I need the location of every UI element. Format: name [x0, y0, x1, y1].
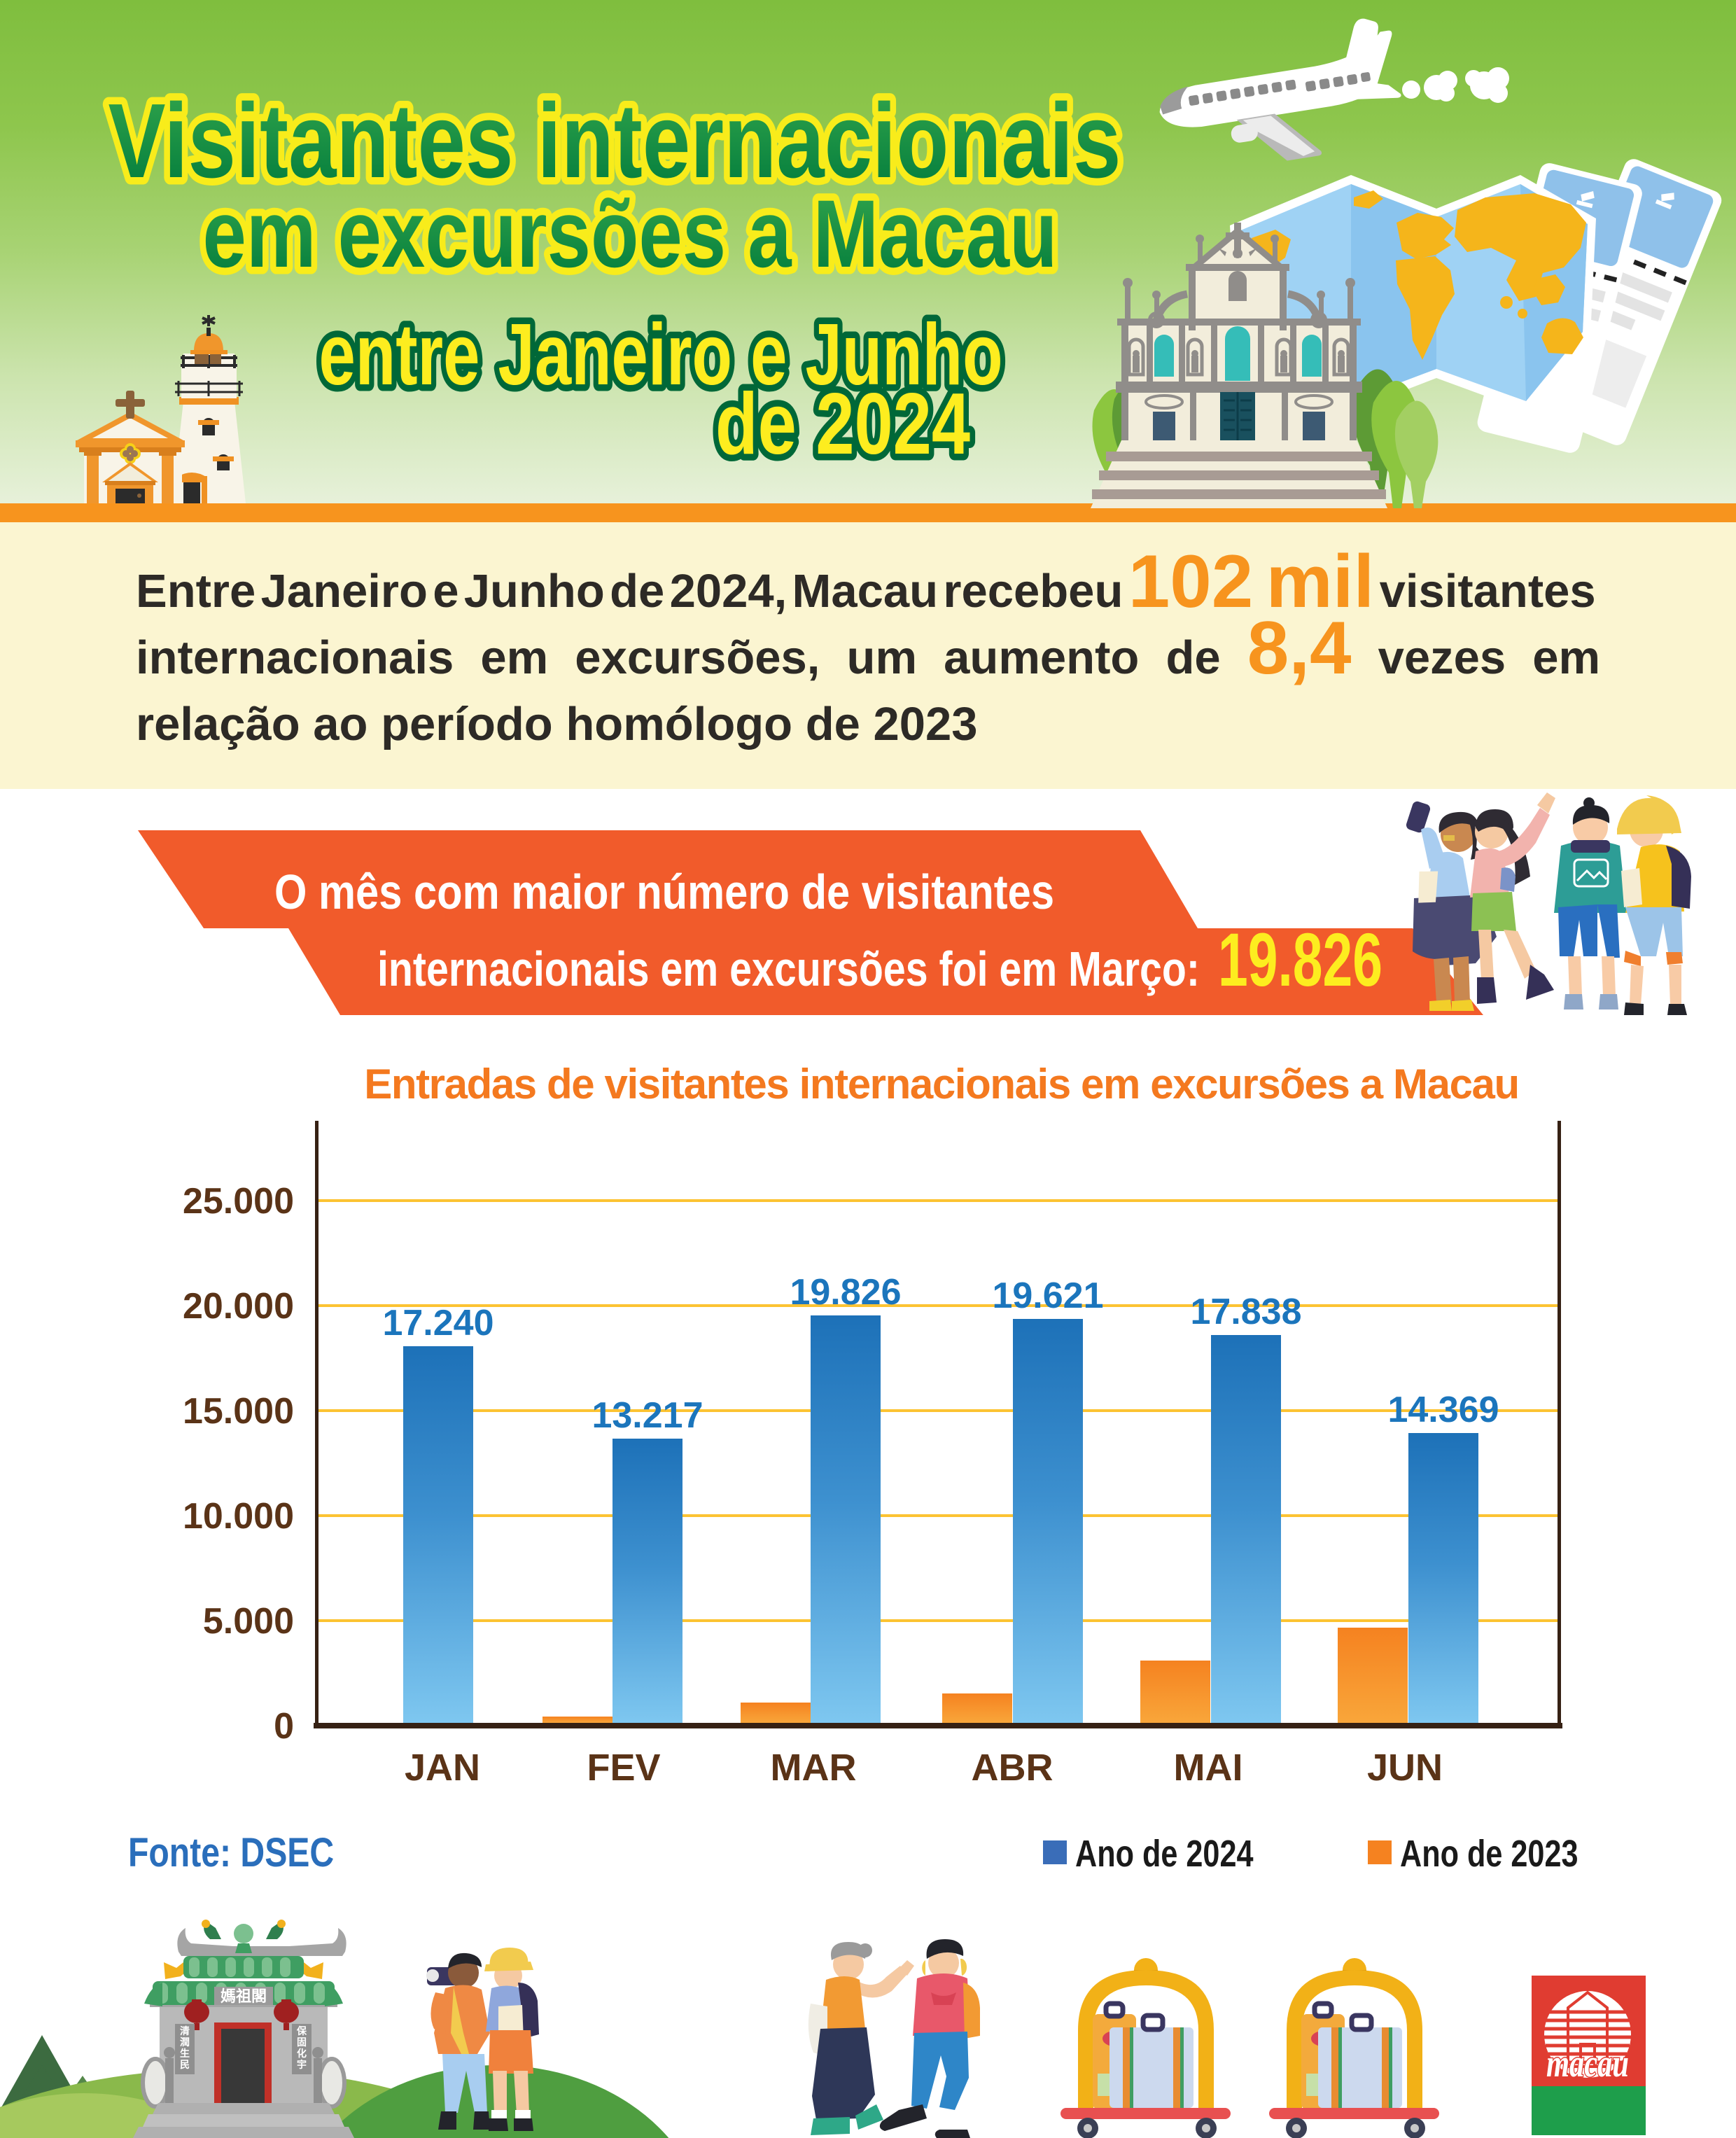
svg-text:entre Janeiro e Junho: entre Janeiro e Junho: [319, 307, 1003, 403]
svg-text:化: 化: [297, 2048, 307, 2059]
svg-text:生: 生: [180, 2048, 190, 2059]
svg-text:潤: 潤: [180, 2036, 190, 2048]
svg-text:em excursões a Macau: em excursões a Macau: [203, 181, 1058, 288]
svg-text:保: 保: [296, 2025, 307, 2036]
svg-text:固: 固: [297, 2036, 307, 2048]
svg-text:O mês com maior número de visi: O mês com maior número de visitantes: [274, 865, 1054, 919]
svg-text:清: 清: [180, 2025, 190, 2036]
svg-text:19.826: 19.826: [1218, 917, 1382, 1002]
svg-text:民: 民: [180, 2059, 190, 2070]
svg-text:macau: macau: [1546, 2042, 1629, 2085]
svg-text:媽祖閣: 媽祖閣: [220, 1987, 267, 2005]
svg-text:de 2024: de 2024: [715, 376, 970, 473]
svg-text:Visitantes internacionais: Visitantes internacionais: [108, 81, 1121, 200]
svg-text:宇: 宇: [297, 2059, 307, 2070]
svg-text:internacionais em excursões fo: internacionais em excursões foi em Março…: [377, 942, 1200, 996]
